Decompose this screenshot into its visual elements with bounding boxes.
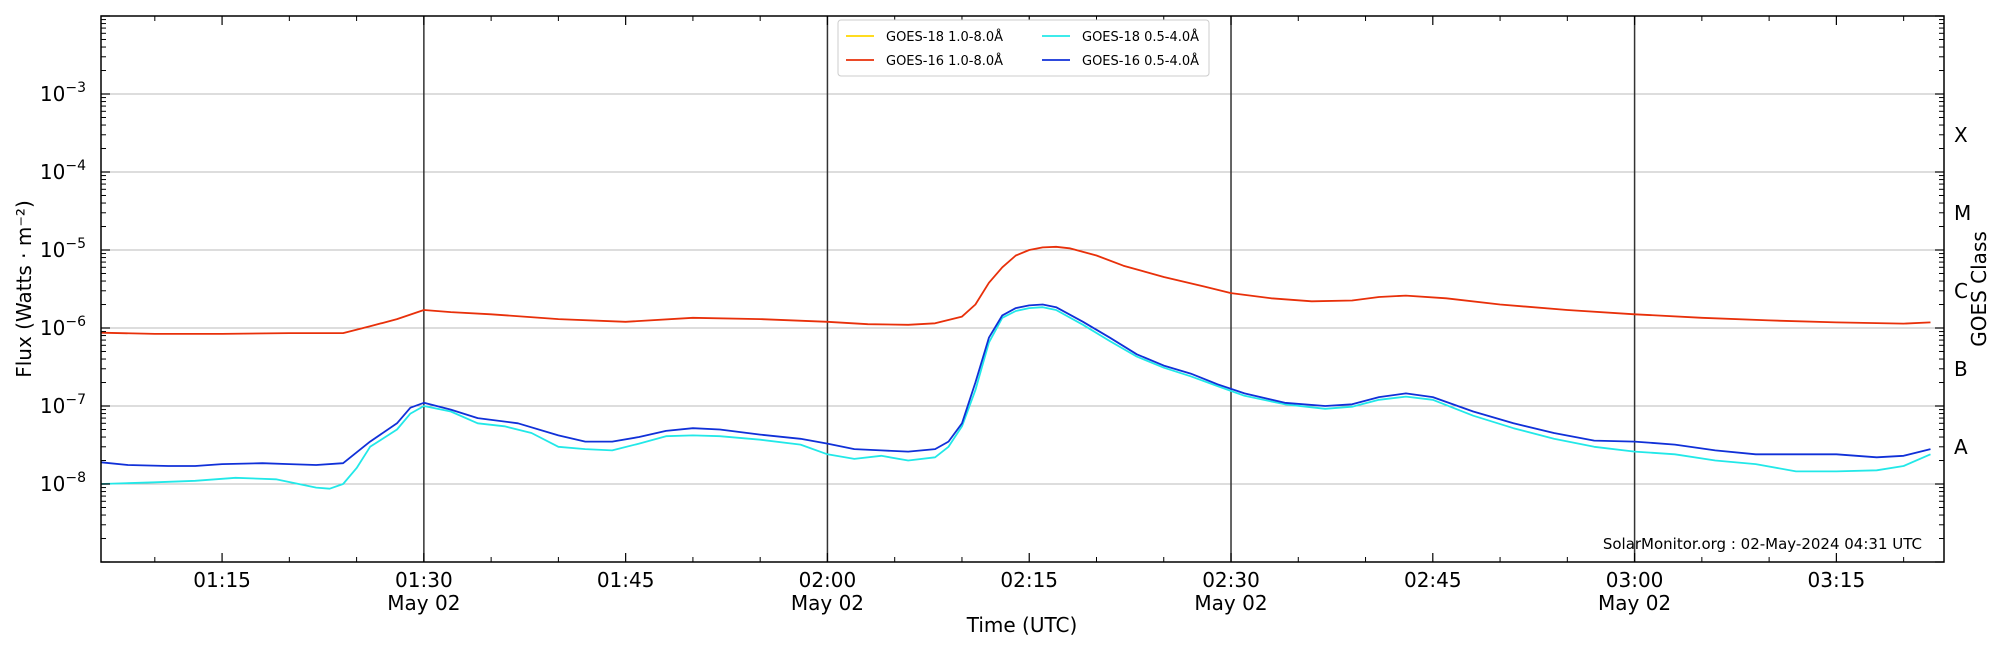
y-tick-exponent: −8 — [65, 470, 86, 486]
x-tick-label: 01:45 — [597, 568, 655, 592]
y-tick-base: 10 — [40, 238, 65, 262]
x-tick-label: 03:15 — [1808, 568, 1866, 592]
y-tick-base: 10 — [40, 82, 65, 106]
x-tick-date-label: May 02 — [1194, 591, 1267, 615]
flux-series — [100, 245, 1931, 490]
axis-ticks — [101, 15, 1944, 563]
y-tick-base: 10 — [40, 472, 65, 496]
y-tick-exponent: −5 — [65, 236, 86, 252]
x-axis-title: Time (UTC) — [966, 613, 1078, 637]
plot-area-frame — [100, 15, 1945, 563]
y-tick-label: 10−8 — [40, 470, 86, 496]
x-tick-label: 01:15 — [193, 568, 251, 592]
x-tick-label: 03:00 — [1606, 568, 1664, 592]
legend: GOES-18 1.0-8.0Å GOES-16 1.0-8.0Å GOES-18 … — [837, 19, 1210, 77]
y-tick-exponent: −3 — [65, 80, 86, 96]
series-line-3 — [100, 303, 1931, 467]
y-tick-base: 10 — [40, 316, 65, 340]
y-tick-label: 10−6 — [40, 314, 86, 340]
x-tick-date-label: May 02 — [791, 591, 864, 615]
y-axis-title: Flux (Watts · m⁻²) — [12, 200, 36, 378]
grid-lines — [101, 15, 1944, 563]
y-tick-base: 10 — [40, 160, 65, 184]
x-tick-label: 01:30 — [395, 568, 453, 592]
x-tick-label: 02:15 — [1000, 568, 1058, 592]
legend-label: GOES-18 1.0-8.0Å — [886, 29, 1003, 45]
legend-label: GOES-16 1.0-8.0Å — [886, 53, 1003, 69]
x-tick-date-label: May 02 — [387, 591, 460, 615]
legend-label: GOES-16 0.5-4.0Å — [1082, 53, 1199, 69]
x-tick-date-label: May 02 — [1598, 591, 1671, 615]
series-line-1 — [100, 245, 1931, 335]
x-tick-label: 02:30 — [1202, 568, 1260, 592]
y-tick-label: 10−5 — [40, 236, 86, 262]
x-tick-label: 02:45 — [1404, 568, 1462, 592]
goes-class-label: M — [1954, 201, 1971, 225]
y-tick-exponent: −6 — [65, 314, 86, 330]
right-axis-title: GOES Class — [1967, 231, 1991, 347]
y-tick-base: 10 — [40, 394, 65, 418]
legend-label: GOES-18 0.5-4.0Å — [1082, 29, 1199, 45]
y-tick-label: 10−7 — [40, 392, 86, 418]
x-tick-label: 02:00 — [799, 568, 857, 592]
goes-class-label: A — [1954, 435, 1968, 459]
goes-class-label: X — [1954, 123, 1968, 147]
y-tick-exponent: −4 — [65, 158, 86, 174]
footer-credit: SolarMonitor.org : 02-May-2024 04:31 UTC — [1603, 535, 1922, 553]
day-marker-lines — [423, 16, 1636, 562]
y-tick-exponent: −7 — [65, 392, 86, 408]
series-line-2 — [100, 306, 1931, 490]
goes-class-label: C — [1954, 279, 1968, 303]
goes-class-label: B — [1954, 357, 1968, 381]
y-tick-label: 10−4 — [40, 158, 86, 184]
y-tick-label: 10−3 — [40, 80, 86, 106]
legend-box — [837, 19, 1210, 77]
